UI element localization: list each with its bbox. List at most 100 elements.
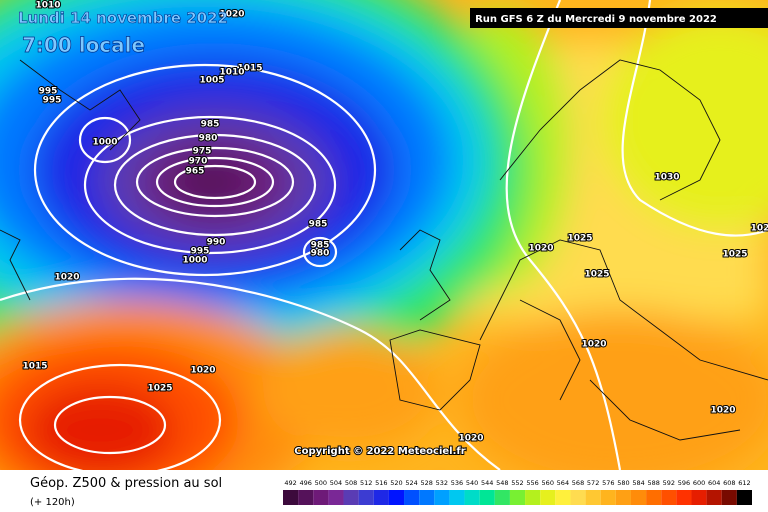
- scale-swatch: [736, 490, 752, 505]
- scale-label: 524: [405, 479, 417, 487]
- isobar-label: 1015: [237, 64, 262, 74]
- scale-label: 536: [451, 479, 463, 487]
- isobar-label: 1020: [581, 340, 606, 350]
- isobar-label: 970: [189, 157, 208, 167]
- isobar-label: 1005: [199, 76, 224, 86]
- color-scale: 492 496 500 504 508 512 516 520 524 528 532 536 540 5…: [283, 479, 752, 505]
- isobar-label: 990: [207, 238, 226, 248]
- scale-label: 608: [723, 479, 735, 487]
- scale-swatch: [449, 490, 465, 505]
- scale-label: 528: [421, 479, 433, 487]
- scale-label: 560: [542, 479, 554, 487]
- isobar-label: 1000: [182, 256, 207, 266]
- isobar-label: 1025: [584, 270, 609, 280]
- scale-swatch: [600, 490, 616, 505]
- scale-swatch: [691, 490, 707, 505]
- scale-swatch: [676, 490, 692, 505]
- scale-label: 600: [693, 479, 705, 487]
- scale-label: 604: [708, 479, 720, 487]
- scale-swatch: [721, 490, 737, 505]
- isobar-label: 1020: [528, 244, 553, 254]
- scale-swatch: [434, 490, 450, 505]
- isobar-label: 1025: [147, 384, 172, 394]
- scale-swatch: [328, 490, 344, 505]
- valid-date: Lundi 14 novembre 2022: [18, 9, 228, 27]
- scale-swatch: [373, 490, 389, 505]
- scale-swatch: [706, 490, 722, 505]
- isobar-label: 1010: [35, 1, 60, 11]
- isobar-labels: 1010 1020 1015 1010 1005 995 995 1000 98…: [21, 0, 768, 445]
- scale-swatch: [585, 490, 601, 505]
- scale-swatch: [615, 490, 631, 505]
- scale-swatch: [298, 490, 314, 505]
- scale-swatch: [404, 490, 420, 505]
- scale-swatch: [509, 490, 526, 505]
- isobar-label: 102: [751, 224, 768, 234]
- isobar-label: 1020: [54, 273, 79, 283]
- scale-label: 576: [602, 479, 614, 487]
- isobar-label: 995: [39, 87, 58, 97]
- scale-label: 540: [466, 479, 478, 487]
- scale-label: 496: [299, 479, 311, 487]
- isobar-label: 1010: [219, 68, 244, 78]
- scale-swatch: [494, 490, 510, 505]
- scale-swatch: [540, 490, 556, 505]
- scale-label: 592: [663, 479, 675, 487]
- isobar-label: 1025: [722, 250, 747, 260]
- isobar-label: 1015: [22, 362, 47, 372]
- scale-label: 504: [330, 479, 342, 487]
- isobars: [0, 0, 768, 470]
- scale-label: 588: [647, 479, 659, 487]
- scale-swatch: [525, 490, 541, 505]
- footer-title: Géop. Z500 & pression au sol: [30, 476, 222, 491]
- scale-label: 564: [557, 479, 569, 487]
- scale-swatch: [479, 490, 495, 505]
- run-banner: [470, 8, 768, 28]
- coastlines: [0, 59, 768, 441]
- scale-label: 572: [587, 479, 599, 487]
- scale-label: 548: [496, 479, 508, 487]
- scale-label: 544: [481, 479, 493, 487]
- scale-swatch: [646, 490, 662, 505]
- valid-time: 7:00 locale: [22, 33, 145, 57]
- scale-swatch: [343, 490, 359, 505]
- isobar-label: 1020: [710, 406, 735, 416]
- scale-label: 612: [738, 479, 750, 487]
- copyright: Copyright © 2022 Meteociel.fr: [294, 446, 465, 457]
- scale-label: 532: [436, 479, 448, 487]
- isobar-label: 1020: [219, 10, 244, 20]
- scale-label: 552: [511, 479, 523, 487]
- scale-label: 516: [375, 479, 387, 487]
- isobar-label: 985: [311, 241, 330, 251]
- run-info: Run GFS 6 Z du Mercredi 9 novembre 2022: [475, 14, 717, 25]
- scale-label: 580: [617, 479, 629, 487]
- isobar-label: 985: [309, 220, 328, 230]
- scale-swatch: [661, 490, 677, 505]
- isobar-label: 995: [43, 96, 62, 106]
- scale-label: 584: [632, 479, 644, 487]
- footer-lead: (+ 120h): [30, 497, 75, 508]
- isobar-label: 965: [186, 167, 205, 177]
- scale-swatch: [419, 490, 435, 505]
- scale-swatch: [388, 490, 405, 505]
- scale-swatch: [283, 490, 299, 505]
- isobar-label: 975: [193, 147, 212, 157]
- scale-swatch: [464, 490, 480, 505]
- isobar-label: 995: [191, 247, 210, 257]
- isobar-label: 1020: [458, 434, 483, 444]
- scale-label: 556: [526, 479, 538, 487]
- scale-label: 596: [678, 479, 690, 487]
- scale-label: 500: [315, 479, 327, 487]
- scale-label: 512: [360, 479, 372, 487]
- isobar-label: 1000: [92, 138, 117, 148]
- scale-swatch: [358, 490, 374, 505]
- scale-label: 492: [284, 479, 296, 487]
- scale-swatch: [630, 490, 647, 505]
- isobar-label: 980: [311, 249, 330, 259]
- scale-swatch: [570, 490, 586, 505]
- scale-label: 568: [572, 479, 584, 487]
- isobar-label: 980: [199, 134, 218, 144]
